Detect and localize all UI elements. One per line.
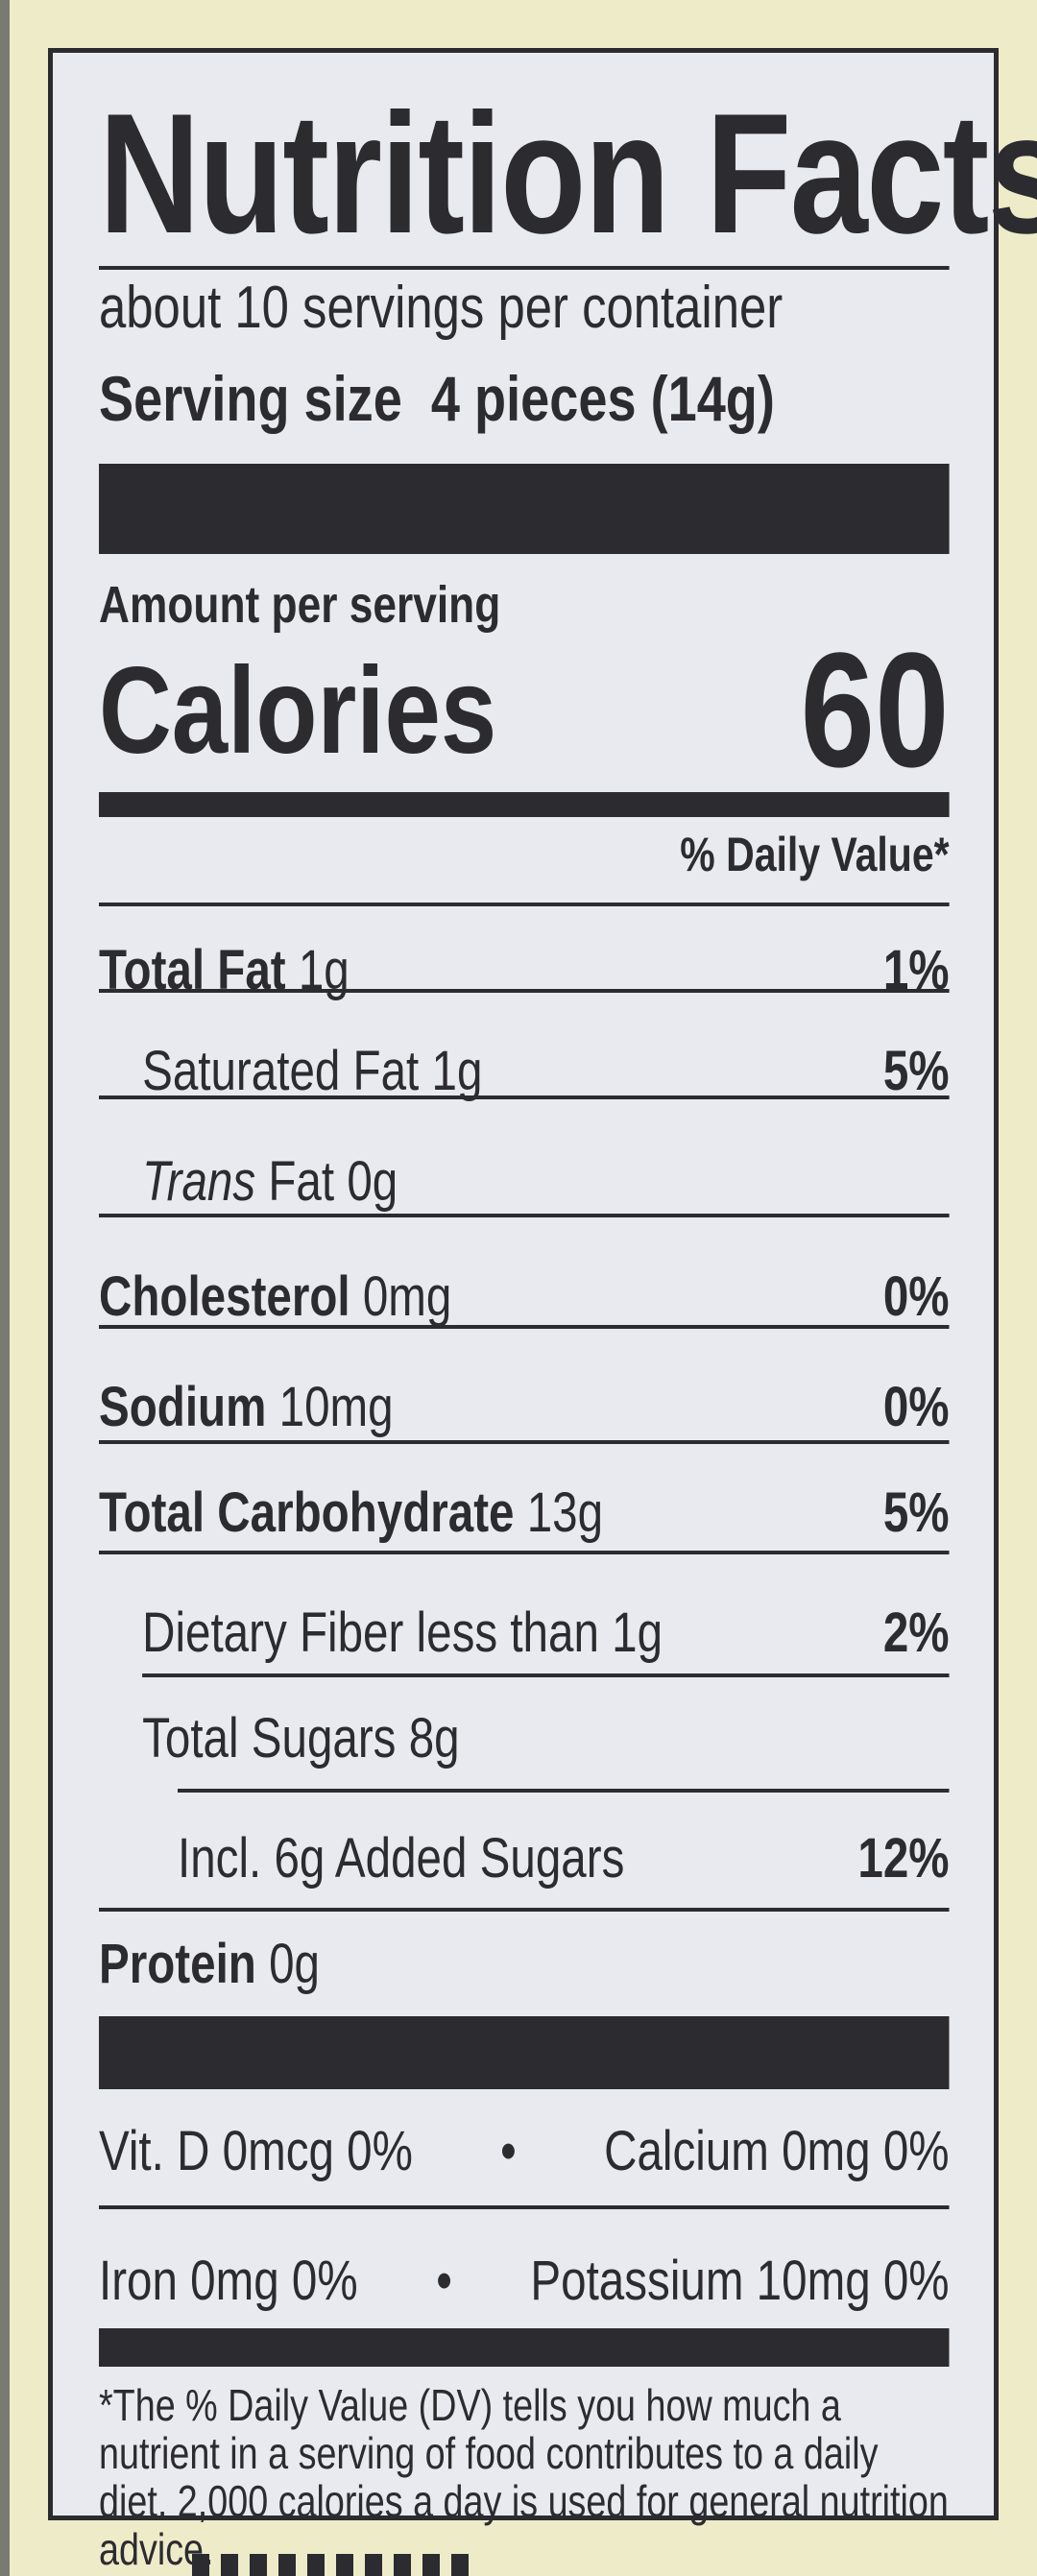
- divider: [99, 989, 950, 993]
- divider: [99, 1440, 950, 1444]
- nutrient-name: Saturated Fat: [142, 1039, 420, 1102]
- nutrient-name: Total Carbohydrate: [99, 1481, 515, 1544]
- nutrient-row-saturated-fat: Saturated Fat 1g 5%: [99, 1032, 950, 1109]
- vitamin-row: Iron 0mg 0% • Potassium 10mg 0%: [99, 2242, 950, 2319]
- nutrient-prefix: Incl. 6g: [178, 1826, 326, 1890]
- vitamin-row: Vit. D 0mcg 0% • Calcium 0mg 0%: [99, 2112, 950, 2189]
- thick-divider: [99, 2016, 950, 2089]
- nutrient-name-suffix: Fat: [268, 1149, 335, 1213]
- servings-per-container: about 10 servings per container: [99, 274, 784, 341]
- calories-value: 60: [800, 619, 950, 802]
- vitamin-separator: •: [436, 2249, 452, 2312]
- nutrient-amount: 0mg: [362, 1264, 452, 1328]
- footnote: *The % Daily Value (DV) tells you how mu…: [99, 2380, 949, 2574]
- nutrient-row-sodium: Sodium 10mg 0%: [99, 1368, 950, 1445]
- nutrient-amount: 0g: [269, 1932, 320, 1995]
- nutrient-amount: 13g: [526, 1481, 604, 1544]
- medium-divider: [99, 792, 950, 817]
- nutrient-dv: 5%: [882, 1039, 950, 1102]
- divider: [99, 1095, 950, 1099]
- nutrient-row-total-sugars: Total Sugars 8g: [99, 1699, 950, 1776]
- nutrition-facts-label: Nutrition Facts about 10 servings per co…: [48, 48, 1037, 2573]
- vitamin-right: Potassium 10mg 0%: [530, 2249, 950, 2312]
- divider: [99, 1551, 950, 1554]
- vitamin-left: Iron 0mg 0%: [99, 2249, 358, 2312]
- nutrient-row-protein: Protein 0g: [99, 1925, 950, 2002]
- nutrient-amount: 8g: [408, 1706, 460, 1769]
- package-edge: [0, 0, 10, 2576]
- divider: [99, 266, 950, 270]
- divider: [99, 2205, 950, 2209]
- medium-divider: [99, 2328, 950, 2367]
- nutrient-amount: 0g: [347, 1149, 398, 1213]
- nutrient-name: Protein: [99, 1932, 256, 1995]
- divider: [99, 1325, 950, 1329]
- nutrient-dv: 2%: [882, 1601, 950, 1664]
- serving-size-value: 4 pieces (14g): [430, 363, 775, 434]
- vitamin-left: Vit. D 0mcg 0%: [99, 2119, 413, 2182]
- divider: [99, 1908, 950, 1912]
- nutrient-row-trans-fat: Trans Fat 0g: [99, 1143, 950, 1219]
- serving-size-label: Serving size: [99, 363, 402, 434]
- nutrient-name: Total Sugars: [142, 1706, 397, 1769]
- nutrient-name: Dietary Fiber: [142, 1601, 404, 1664]
- nutrient-amount: 1g: [431, 1039, 483, 1102]
- divider: [142, 1673, 950, 1677]
- nutrient-dv: 12%: [857, 1826, 950, 1890]
- nutrient-dv: 0%: [882, 1264, 950, 1328]
- divider: [178, 1789, 950, 1793]
- daily-value-header: % Daily Value*: [680, 828, 950, 881]
- nutrient-name: Cholesterol: [99, 1264, 350, 1328]
- divider: [99, 1214, 950, 1217]
- nutrient-name: Added Sugars: [334, 1826, 625, 1890]
- nutrient-amount: less than 1g: [416, 1601, 663, 1664]
- amount-per-serving: Amount per serving: [99, 576, 501, 634]
- nutrient-row-cholesterol: Cholesterol 0mg 0%: [99, 1258, 950, 1335]
- serving-size: Serving size 4 pieces (14g): [99, 363, 950, 434]
- label-title: Nutrition Facts: [99, 77, 1037, 269]
- nutrient-dv: 0%: [882, 1375, 950, 1438]
- vitamin-separator: •: [500, 2119, 517, 2182]
- nutrient-row-added-sugars: Incl. 6g Added Sugars 12%: [99, 1819, 950, 1896]
- thick-divider: [99, 464, 950, 554]
- nutrient-row-total-carbohydrate: Total Carbohydrate 13g 5%: [99, 1474, 950, 1551]
- nutrient-name: Sodium: [99, 1375, 267, 1438]
- barcode-fragment: [192, 2554, 480, 2576]
- nutrient-row-total-fat: Total Fat 1g 1%: [99, 931, 950, 1008]
- nutrient-row-dietary-fiber: Dietary Fiber less than 1g 2%: [99, 1594, 950, 1671]
- divider: [99, 903, 950, 906]
- nutrient-dv: 5%: [882, 1481, 950, 1544]
- calories-label: Calories: [99, 641, 497, 780]
- calories-row: Calories 60: [99, 619, 950, 802]
- vitamin-right: Calcium 0mg 0%: [604, 2119, 950, 2182]
- nutrient-amount: 10mg: [278, 1375, 394, 1438]
- nutrient-name: Trans: [142, 1149, 256, 1213]
